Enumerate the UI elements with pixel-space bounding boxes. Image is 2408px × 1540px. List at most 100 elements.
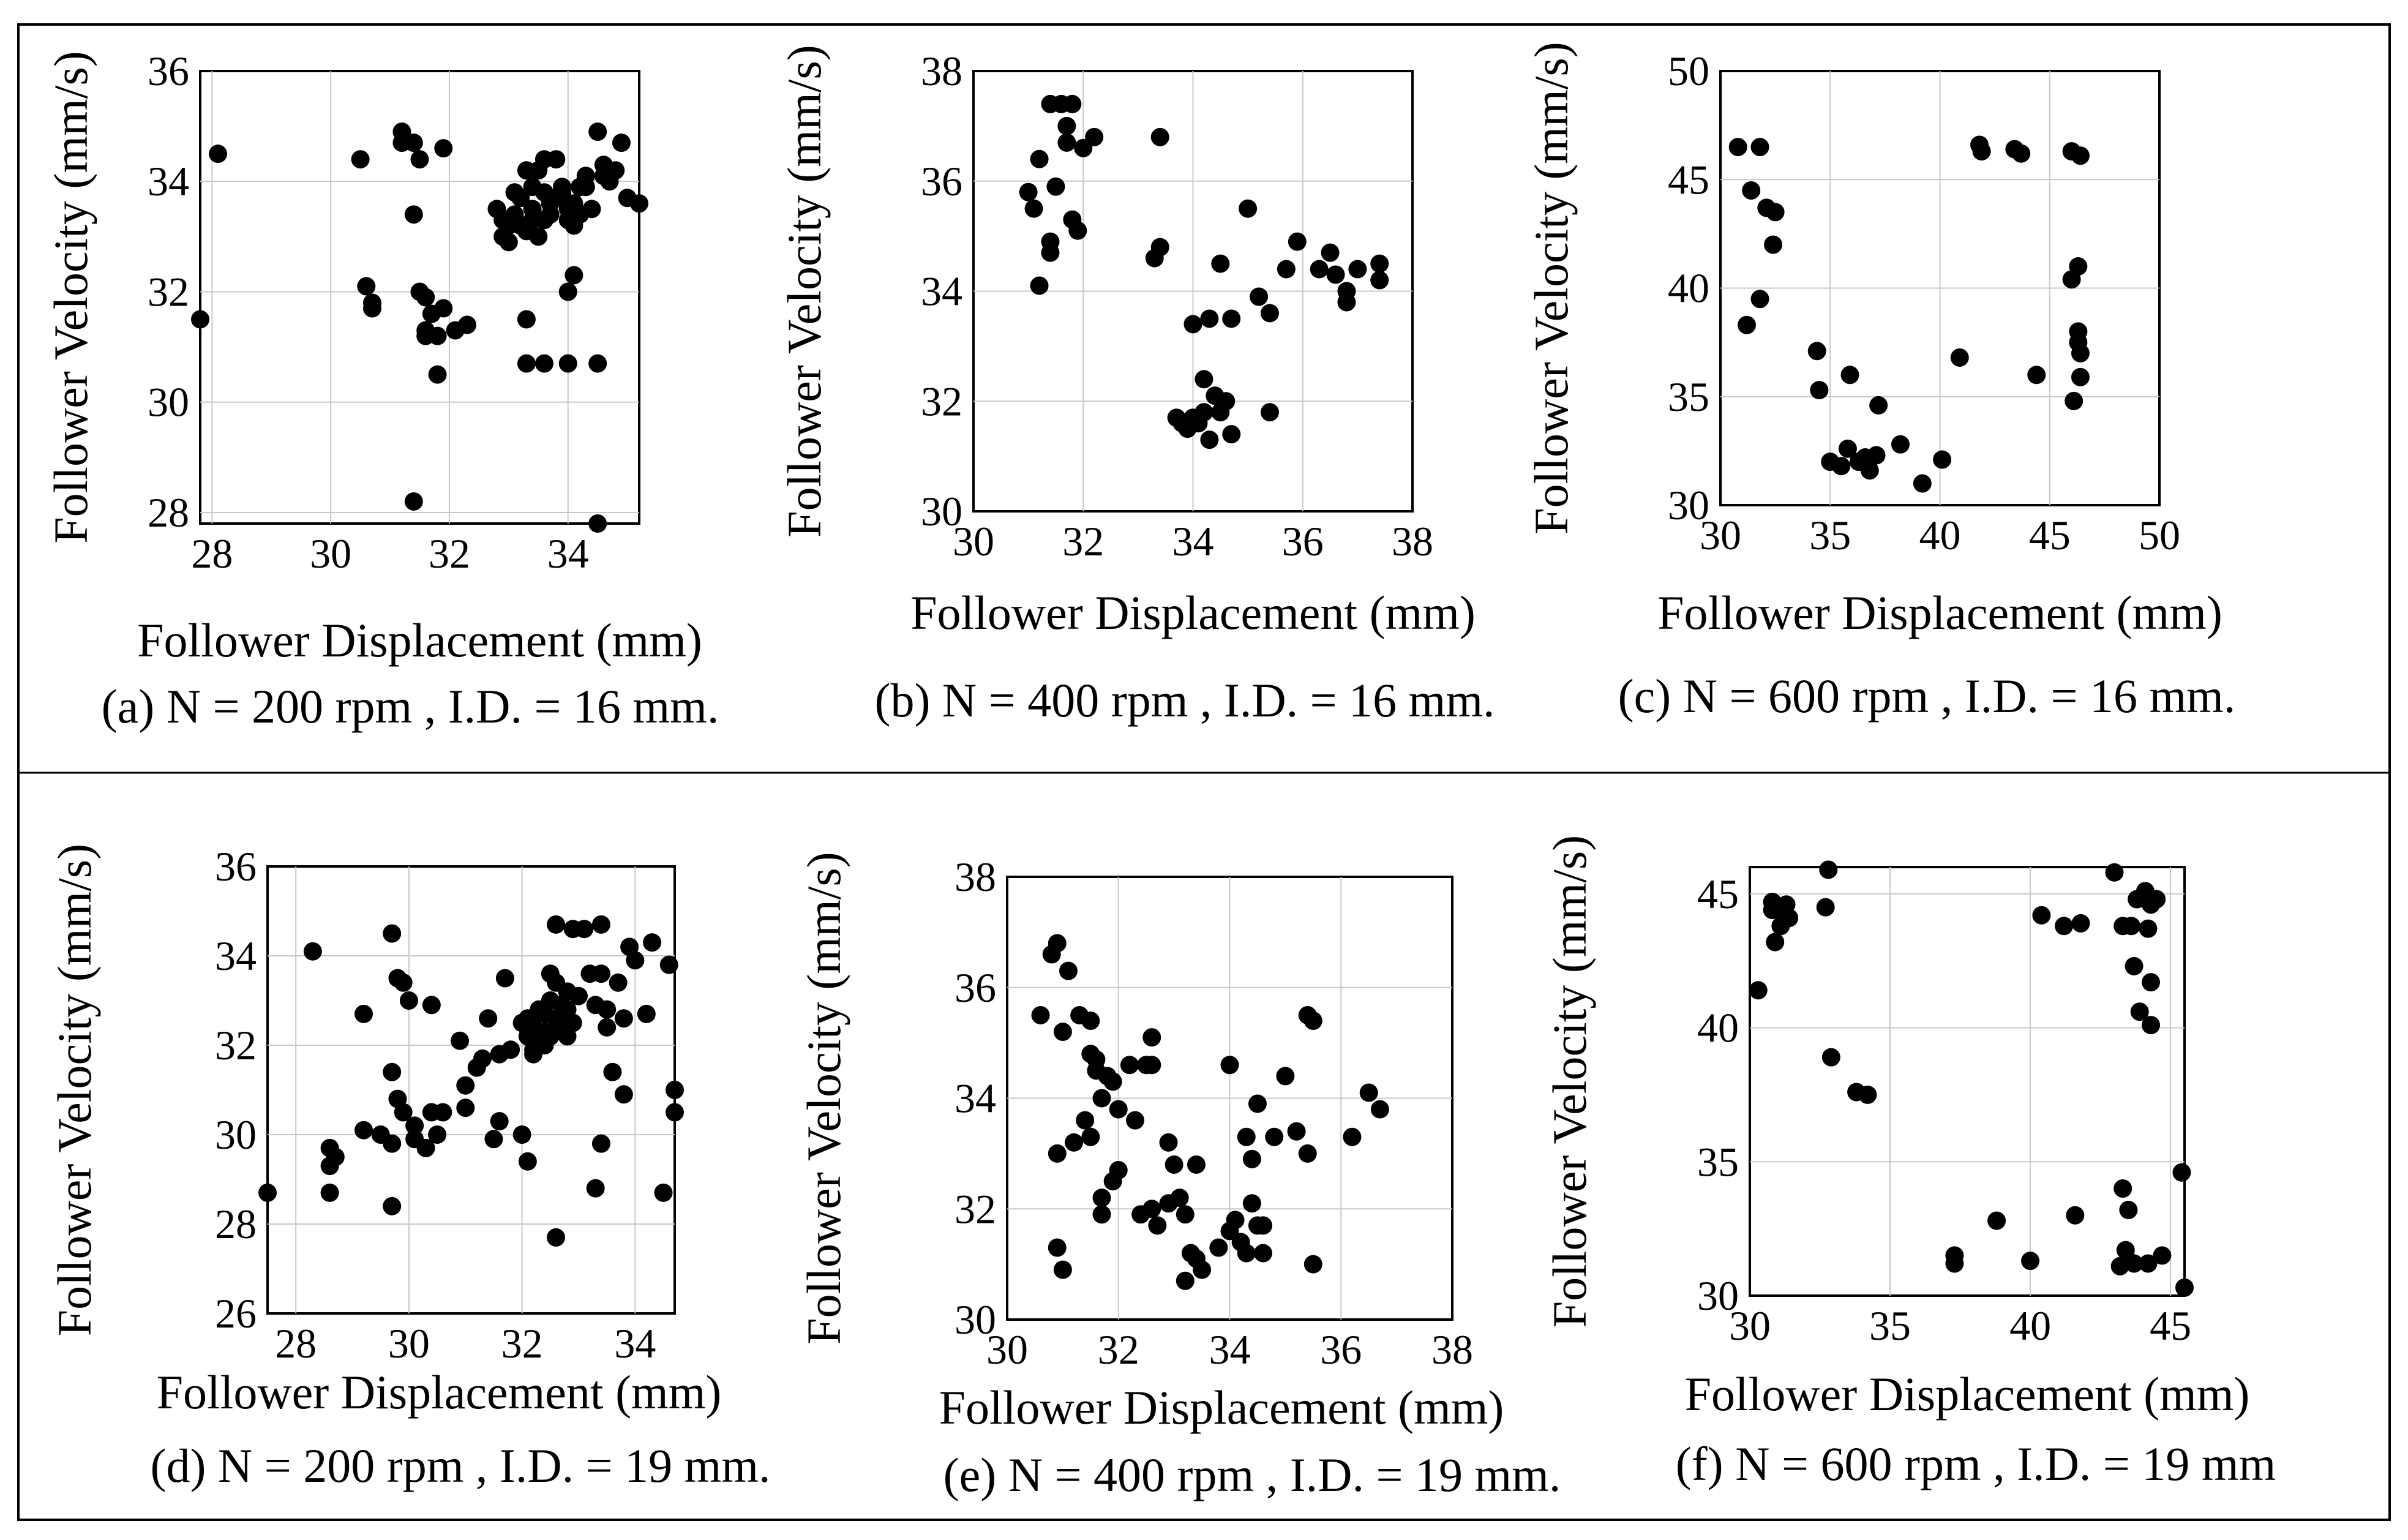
- data-point: [1260, 304, 1279, 323]
- data-point: [1068, 221, 1087, 240]
- x-tick-label: 45: [2150, 1302, 2191, 1349]
- data-point: [1750, 290, 1769, 309]
- x-tick-label: 30: [986, 1326, 1028, 1373]
- x-tick-label: 40: [2009, 1302, 2051, 1349]
- data-point: [2069, 257, 2088, 276]
- data-point: [354, 1004, 373, 1023]
- data-point: [1126, 1111, 1145, 1130]
- y-tick-label: 28: [148, 489, 189, 536]
- panel-d: 28 30 32 34 26 28 30 32 34 36 Follower Displaceme…: [48, 843, 771, 1492]
- data-point: [433, 1103, 452, 1122]
- panel-c: 30 35 40 45 50 30 35 40 45 50 Follower Displaceme…: [1525, 42, 2235, 723]
- data-point: [598, 1018, 617, 1037]
- x-axis-label: Follower Displacement (mm): [137, 614, 702, 667]
- panel-a: 28 30 32 34 28 30 32 34 36 Follower Displacement…: [44, 48, 719, 733]
- data-point: [591, 964, 610, 983]
- panel-caption: (b) N = 400 rpm , I.D. = 16 mm.: [874, 674, 1495, 727]
- data-point: [1237, 1127, 1256, 1146]
- x-axis-label: Follower Displacement (mm): [1657, 586, 2222, 639]
- data-point: [1821, 1048, 1840, 1067]
- data-point: [416, 288, 435, 307]
- data-point: [603, 1062, 622, 1081]
- grid: [268, 866, 675, 1313]
- data-point: [1159, 1133, 1178, 1152]
- x-tick-label: 32: [1062, 518, 1104, 565]
- data-point: [405, 1116, 424, 1135]
- x-tick-label: 35: [1869, 1302, 1911, 1349]
- data-point: [1260, 403, 1279, 422]
- x-tick-label: 38: [1431, 1326, 1473, 1373]
- data-point: [2027, 366, 2046, 385]
- data-point: [2055, 917, 2074, 936]
- data-point: [362, 299, 381, 318]
- data-point: [1053, 1260, 1072, 1279]
- ticks: 30 35 40 45 50 30 35 40 45 50: [1668, 48, 2180, 558]
- data-point: [614, 1085, 633, 1104]
- panel-caption: (f) N = 600 rpm , I.D. = 19 mm: [1676, 1437, 2276, 1490]
- data-point: [2125, 956, 2144, 975]
- data-point: [1738, 315, 1757, 334]
- data-point: [1867, 446, 1886, 465]
- x-axis-label: Follower Displacement (mm): [910, 586, 1476, 639]
- y-tick-label: 30: [1668, 482, 1709, 528]
- data-point: [1087, 1050, 1106, 1069]
- data-point: [558, 354, 577, 373]
- x-tick-label: 34: [614, 1320, 656, 1367]
- data-point: [1063, 94, 1082, 113]
- data-point: [666, 1103, 684, 1122]
- data-point: [1303, 1011, 1322, 1030]
- y-tick-label: 38: [955, 854, 996, 900]
- data-point: [534, 354, 553, 373]
- data-point: [1869, 396, 1888, 415]
- y-tick-label: 34: [148, 158, 189, 205]
- data-point: [517, 161, 536, 180]
- data-point: [1031, 1005, 1050, 1024]
- data-point: [2066, 1206, 2085, 1225]
- data-point: [1167, 408, 1186, 427]
- data-point: [547, 973, 566, 992]
- data-point: [1248, 1094, 1267, 1113]
- y-tick-label: 36: [921, 158, 962, 205]
- data-point: [2175, 1278, 2194, 1297]
- panel-caption: (c) N = 600 rpm , I.D. = 16 mm.: [1618, 669, 2236, 723]
- data-point: [1170, 1189, 1189, 1208]
- data-point: [659, 955, 678, 974]
- x-tick-label: 35: [1809, 512, 1851, 558]
- data-point: [1832, 457, 1851, 476]
- data-point: [518, 1009, 537, 1028]
- data-point: [1359, 1083, 1378, 1102]
- ticks: 30 35 40 45 30 35 40 45: [1697, 871, 2191, 1349]
- ticks: 30 32 34 36 38 30 32 34 36 38: [921, 48, 1433, 565]
- y-tick-label: 30: [215, 1111, 257, 1158]
- data-point: [517, 310, 536, 329]
- y-tick-label: 36: [955, 964, 996, 1011]
- data-point: [458, 315, 477, 334]
- data-point: [637, 1004, 656, 1023]
- x-tick-label: 28: [191, 530, 233, 577]
- data-point: [1222, 309, 1241, 328]
- points: [1749, 860, 2194, 1297]
- data-point: [1195, 403, 1213, 422]
- data-point: [2012, 144, 2031, 163]
- data-point: [383, 1062, 402, 1081]
- x-tick-label: 36: [1282, 518, 1324, 565]
- data-point: [2119, 1201, 2138, 1219]
- y-tick-label: 34: [921, 268, 962, 315]
- data-point: [505, 183, 524, 202]
- y-tick-label: 30: [921, 488, 962, 535]
- data-point: [490, 1112, 509, 1131]
- y-tick-label: 38: [921, 48, 962, 94]
- y-axis-label: Follower Velocity (mm/s): [797, 852, 850, 1345]
- x-tick-label: 45: [2029, 512, 2071, 558]
- data-point: [588, 122, 607, 141]
- data-point: [1310, 260, 1329, 279]
- data-point: [357, 277, 376, 296]
- data-point: [399, 991, 418, 1010]
- data-point: [598, 1000, 617, 1019]
- y-tick-label: 40: [1668, 265, 1709, 312]
- data-point: [1211, 254, 1230, 273]
- y-tick-label: 28: [215, 1201, 257, 1247]
- y-tick-label: 30: [955, 1296, 996, 1343]
- data-point: [1150, 127, 1169, 146]
- y-tick-label: 45: [1697, 871, 1739, 917]
